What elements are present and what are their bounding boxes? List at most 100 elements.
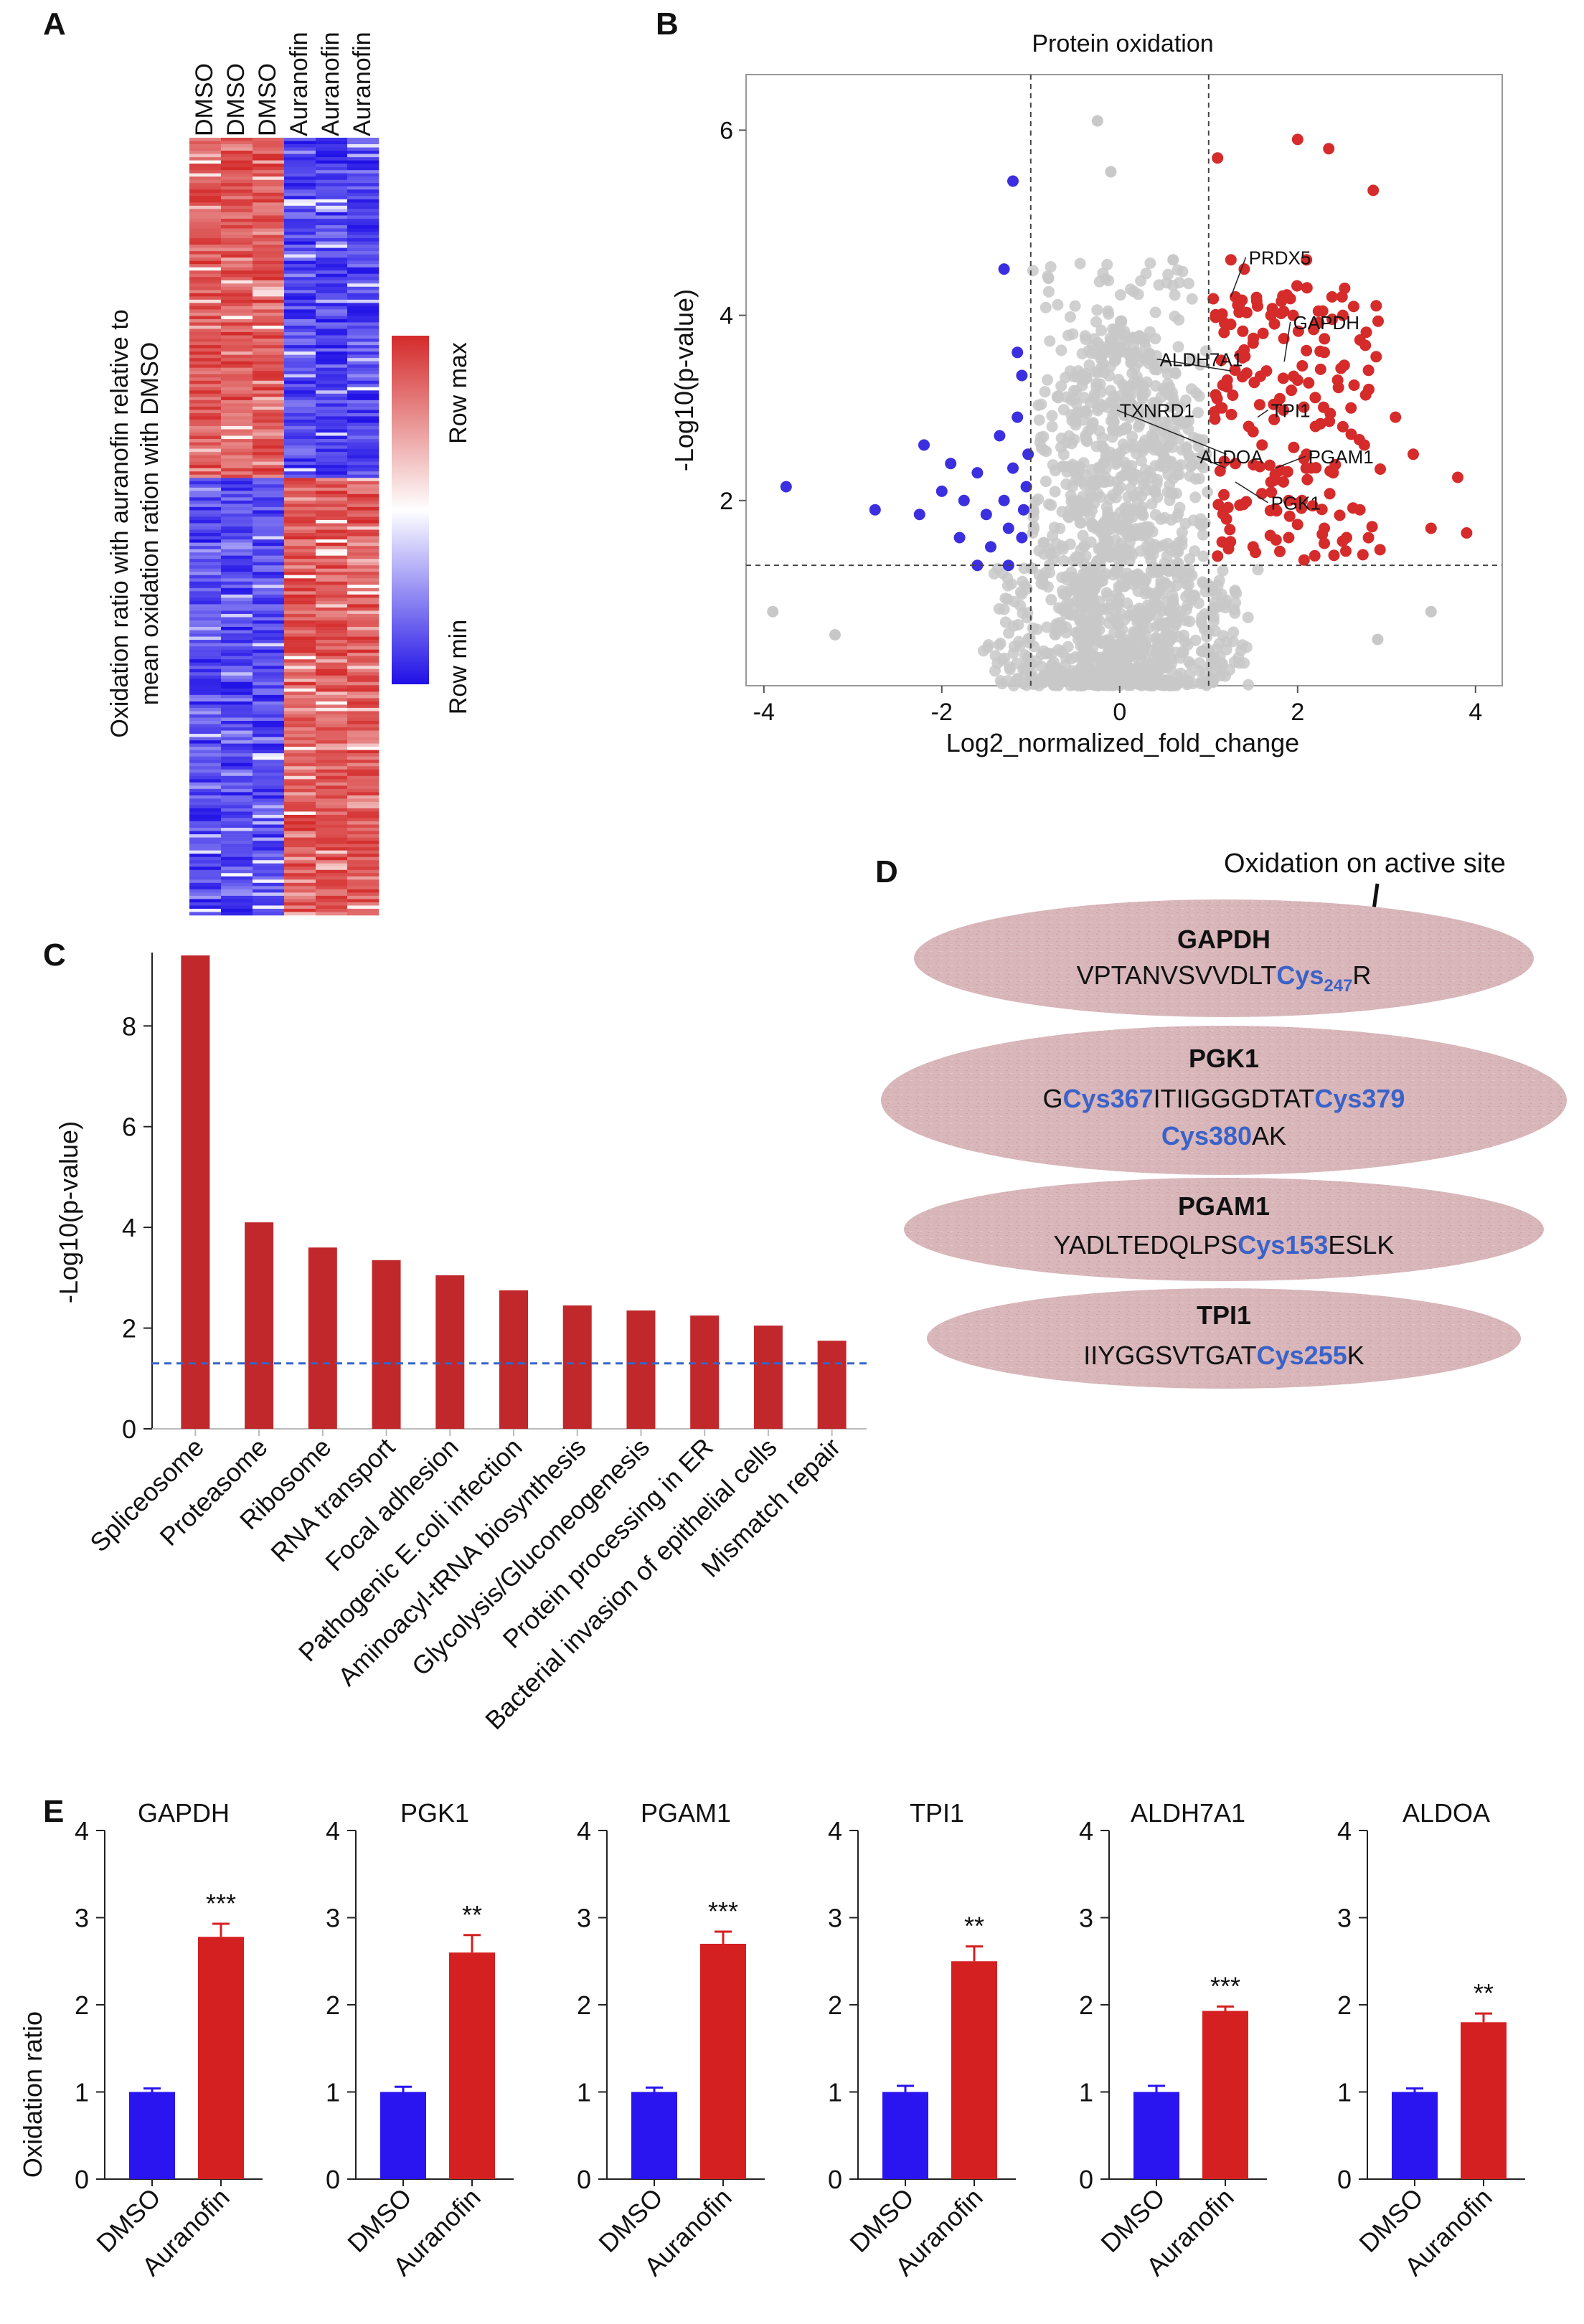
volcano-point-up [1268,413,1281,425]
heatmap-cell [253,491,285,495]
heatmap-cell [253,445,285,449]
heatmap-cell [347,659,380,663]
heatmap-cell [253,497,285,501]
volcano-point-up [1362,364,1375,377]
heatmap-cell [189,847,222,851]
heatmap-cell [253,380,285,384]
heatmap-cell [189,280,222,284]
heatmap-cell [284,633,316,637]
volcano-point-up [1298,401,1310,413]
volcano-point-ns [1054,617,1066,629]
heatmap-cell [253,711,285,715]
volcano-point-up [1288,370,1300,382]
heatmap-cell [284,397,316,401]
heatmap-cell [221,834,253,838]
heatmap-cell [316,403,348,407]
heatmap-cell [316,559,348,562]
heatmap-cell [316,587,348,592]
volcano-point-up [1319,333,1331,345]
panel-e: E Oxidation ratio GAPDH01234DMSOAuranofi… [18,1794,1525,2282]
heatmap-cell [347,513,380,517]
peptide-sequence: YADLTEDQLPSCys153ESLK [1054,1230,1395,1260]
heatmap-cell [316,222,348,226]
volcano-point-ns [1425,605,1437,618]
heatmap-cell [221,568,253,572]
heatmap-cell [316,384,348,388]
heatmap-cell [221,361,253,365]
heatmap-cell [253,623,285,628]
heatmap-cell [253,734,285,737]
volcano-point-ns [1197,550,1210,562]
heatmap-cell [189,828,222,831]
heatmap-cell [284,886,316,890]
volcano-y-tick-label: 4 [720,303,733,330]
heatmap-cell [316,604,348,608]
heatmap-cell [221,138,253,141]
heatmap-cell [347,406,380,410]
volcano-point-ns [1022,652,1034,664]
heatmap-cell [189,597,222,602]
heatmap-cell [189,529,222,534]
heatmap-cell [189,231,222,235]
heatmap-cell [284,572,316,576]
heatmap-cell [189,325,222,329]
heatmap-cell [347,309,380,313]
volcano-point-ns [1173,537,1184,549]
volcano-point-up [1286,384,1298,397]
volcano-point-ns [1078,457,1090,469]
heatmap-cell [347,549,380,553]
heatmap-cell [189,707,222,712]
heatmap-cell [284,727,316,731]
heatmap-cell [253,788,285,793]
heatmap-cell [347,769,380,773]
heatmap-cell [347,762,380,767]
heatmap-cell [347,422,380,427]
heatmap-cell [284,519,316,524]
heatmap-cell [347,694,380,699]
heatmap-cell [284,332,316,336]
heatmap-cell [221,889,253,893]
heatmap-cell [316,841,348,844]
heatmap-cell [221,750,253,754]
heatmap-cell [221,633,253,637]
volcano-point-ns [1125,482,1137,494]
volcano-point-ns [1217,565,1229,577]
volcano-point-up [1339,282,1351,294]
volcano-point-up [1218,455,1230,468]
heatmap-cell [189,633,222,637]
heatmap-cell [189,656,222,660]
heatmap-cell [253,834,285,838]
heatmap-cell [284,339,316,342]
heatmap-cell [347,526,380,530]
volcano-point-ns [1080,372,1093,384]
heatmap-cell [347,698,380,702]
heatmap-cell [189,199,222,203]
heatmap-cell [221,912,253,916]
heatmap-cell [221,380,253,384]
heatmap-cell [284,607,316,611]
heatmap-cell [347,439,380,443]
heatmap-cell [221,886,253,890]
heatmap-cell [284,306,316,310]
heatmap-cell [284,374,316,378]
heatmap-cell [284,448,316,453]
volcano-point-ns [989,650,1001,662]
heatmap-cell [316,318,348,323]
volcano-point-up [1336,309,1349,321]
heatmap-cell [189,215,222,219]
heatmap-cell [347,510,380,514]
bar-e-y-tick-label: 0 [828,2165,842,2194]
volcano-point-down [918,439,930,451]
heatmap-cell [253,691,285,696]
heatmap-cell [347,633,380,637]
volcano-point-ns [1182,423,1194,435]
heatmap-cell [189,166,222,171]
heatmap-column-labels: DMSO DMSO DMSO Auranofin Auranofin Auran… [191,32,376,136]
heatmap-cell [189,186,222,190]
heatmap-cell [221,542,253,547]
heatmap-cell [347,231,380,235]
volcano-point-ns [1088,479,1100,491]
volcano-point-down [958,494,970,506]
volcano-point-up [1291,280,1303,292]
heatmap-cell [253,837,285,841]
